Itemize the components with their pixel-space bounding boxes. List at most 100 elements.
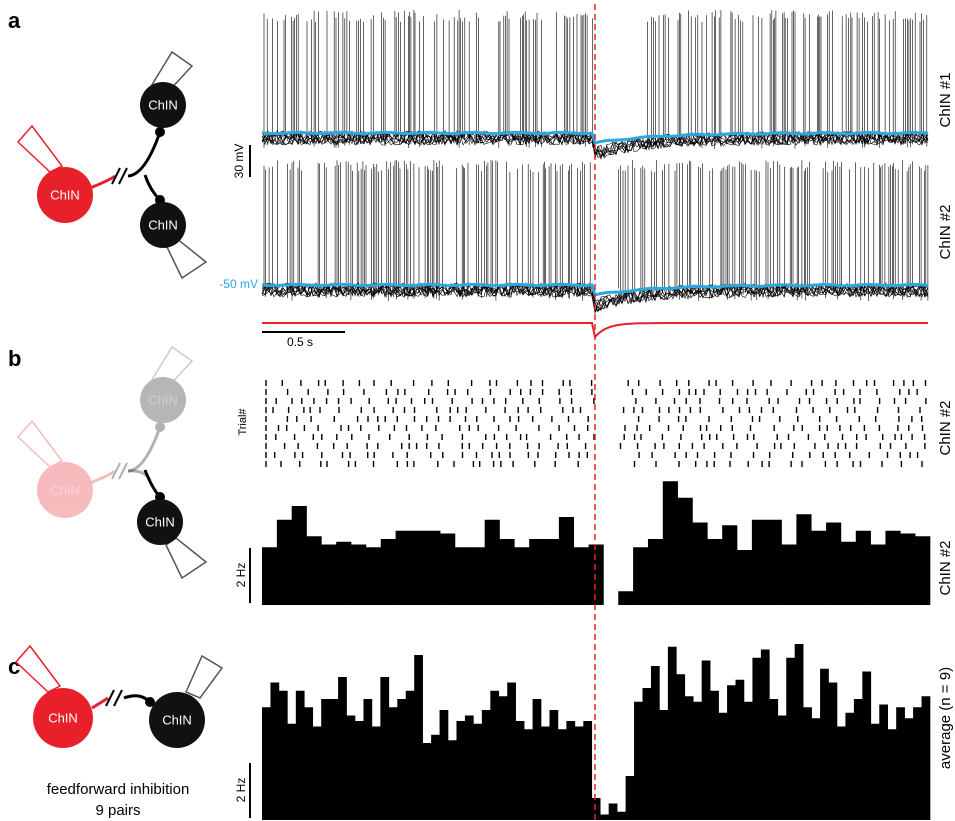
histogram-bar (414, 655, 423, 820)
histogram-bar (778, 716, 787, 821)
histogram-bar (516, 721, 525, 820)
histogram-bar (440, 710, 449, 820)
histogram-bar (499, 696, 508, 820)
histogram-bar (769, 699, 778, 820)
spike-raster (266, 380, 926, 467)
histogram-bar (900, 534, 915, 606)
histogram-bar (600, 815, 609, 821)
histogram-bar (465, 716, 474, 821)
histogram-bar (485, 520, 500, 605)
histogram-bar (702, 661, 711, 821)
histogram-bar (796, 514, 811, 605)
histogram-bar (544, 539, 559, 605)
histogram-bar (737, 550, 752, 605)
node-label: ChIN (148, 392, 178, 407)
histogram-bar (685, 696, 694, 820)
histogram-bar (837, 727, 846, 821)
histogram-bar (455, 547, 470, 605)
histogram-bar (351, 545, 366, 606)
histogram-bar (854, 699, 863, 820)
histogram-bar (533, 699, 542, 820)
histogram-bar (279, 691, 288, 820)
histogram-bar (795, 644, 804, 820)
node-label: ChIN (50, 187, 80, 202)
caption: feedforward inhibition (47, 781, 190, 798)
histogram-bar (338, 677, 347, 820)
histogram-bar (583, 721, 592, 820)
caption: 9 pairs (95, 802, 140, 819)
histogram-bar (448, 740, 457, 820)
histogram-bar (885, 531, 900, 605)
histogram-bar (626, 776, 635, 820)
diagram-a: ChIN ChIN ChIN (18, 52, 206, 278)
scale-label: 0.5 s (287, 335, 313, 349)
histogram-bar (529, 539, 544, 605)
histogram-bar (633, 547, 648, 605)
histogram-bar (879, 705, 888, 821)
histogram-bar (676, 674, 685, 820)
node-label: ChIN (48, 710, 78, 725)
histogram-bar (321, 545, 336, 606)
histogram-bar (397, 699, 406, 820)
histogram-bar (363, 699, 372, 820)
histogram-bar (347, 716, 356, 821)
trace-label: ChIN #2 (937, 204, 954, 259)
spikes (264, 160, 928, 301)
raster-label: ChIN #2 (937, 400, 954, 455)
histogram-bar (313, 727, 322, 821)
histogram-bar (634, 702, 643, 820)
histogram-bar (524, 729, 533, 820)
histogram-bar (574, 547, 589, 605)
histogram-bar (663, 481, 678, 605)
histogram-bar (678, 498, 693, 605)
histogram-bar (381, 539, 396, 605)
histogram-label: ChIN #2 (937, 540, 954, 595)
histogram-bar (589, 545, 604, 606)
node-label: ChIN (148, 97, 178, 112)
histogram-bar (330, 699, 339, 820)
histogram-bar (896, 707, 905, 820)
histogram-bar (692, 523, 707, 606)
histogram-bar (307, 536, 322, 605)
histogram-bar (558, 729, 567, 820)
histogram-bar (296, 691, 305, 820)
histogram-bar (744, 702, 753, 820)
scale-label: 2 Hz (234, 778, 248, 803)
histogram-bar (575, 727, 584, 821)
histogram-bar (355, 721, 364, 820)
histogram-bar (482, 710, 491, 820)
panel-label: a (8, 8, 21, 33)
histogram-bar (871, 724, 880, 820)
node-label: ChIN (162, 712, 192, 727)
histogram-bar (913, 707, 922, 820)
histogram-bar (592, 798, 601, 820)
histogram-bar (609, 804, 618, 821)
histogram-bar (693, 702, 702, 820)
histogram-bar (710, 691, 719, 820)
histogram-bar (888, 729, 897, 820)
histogram-bar (812, 718, 821, 820)
diagram-c: ChIN ChIN feedforward inhibition 9 pairs (16, 646, 222, 819)
histogram-bar (559, 517, 574, 605)
histogram-label: average (n = 9) (937, 667, 954, 769)
histogram-bar (761, 650, 770, 821)
scale-label: 30 mV (232, 144, 246, 179)
histogram-bar (473, 724, 482, 820)
histogram-bar (826, 523, 841, 606)
histogram-bar (643, 688, 652, 820)
histogram-bar (372, 727, 381, 821)
histogram-bar (905, 718, 914, 820)
histogram-bar (820, 669, 829, 820)
histogram-bar (287, 724, 296, 820)
node-label: ChIN (148, 217, 178, 232)
histogram-bar (270, 683, 279, 821)
histogram-bar (321, 699, 330, 820)
histogram-bar (566, 721, 575, 820)
histogram-bar (425, 531, 440, 605)
histogram-bar (922, 696, 931, 820)
histogram-bar (651, 666, 660, 820)
histogram-bar (752, 658, 761, 820)
histogram-bar (380, 677, 389, 820)
histogram-bar (707, 539, 722, 605)
histogram-bar (811, 531, 826, 605)
